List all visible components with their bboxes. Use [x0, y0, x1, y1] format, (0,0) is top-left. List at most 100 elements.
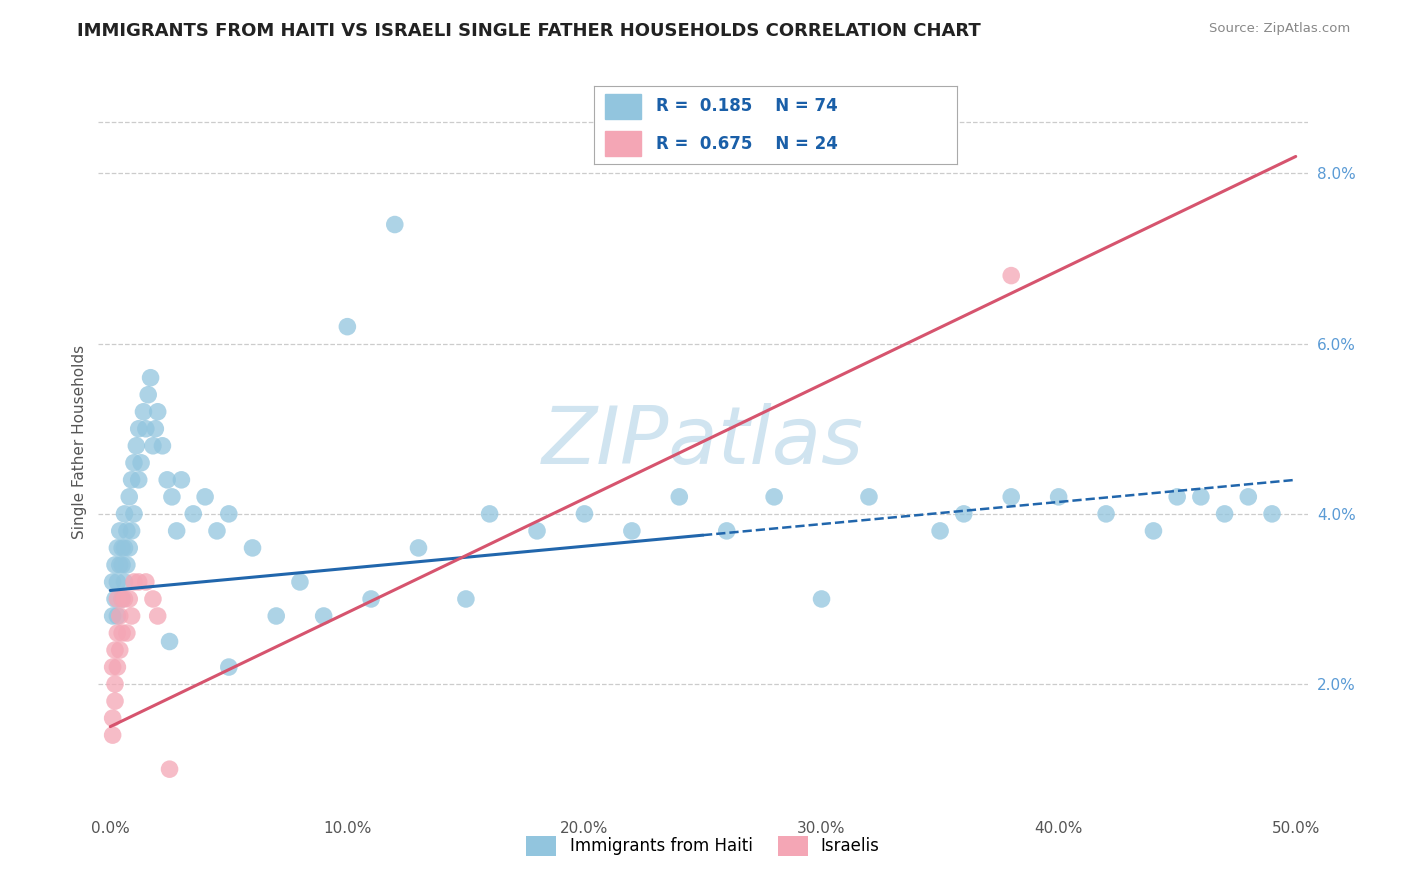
Point	[115, 524, 138, 538]
Point	[142, 439, 165, 453]
Point	[1189, 490, 1212, 504]
Point	[118, 541, 141, 555]
Point	[668, 490, 690, 504]
Point	[105, 626, 128, 640]
Point	[104, 643, 127, 657]
Point	[858, 490, 880, 504]
Point	[111, 626, 134, 640]
Point	[121, 609, 143, 624]
Point	[132, 405, 155, 419]
Point	[111, 591, 134, 606]
Point	[1213, 507, 1236, 521]
Point	[929, 524, 952, 538]
Point	[104, 591, 127, 606]
Point	[478, 507, 501, 521]
Point	[152, 439, 174, 453]
Point	[143, 422, 166, 436]
Point	[105, 541, 128, 555]
Text: Source: ZipAtlas.com: Source: ZipAtlas.com	[1209, 22, 1350, 36]
Point	[146, 609, 169, 624]
Point	[218, 507, 240, 521]
Point	[1047, 490, 1070, 504]
Point	[360, 591, 382, 606]
Point	[159, 634, 181, 648]
Point	[574, 507, 596, 521]
Text: ZIPatlas: ZIPatlas	[541, 402, 865, 481]
Point	[122, 507, 145, 521]
Point	[114, 507, 136, 521]
Point	[139, 370, 162, 384]
Point	[108, 609, 131, 624]
Y-axis label: Single Father Households: Single Father Households	[72, 344, 87, 539]
Point	[952, 507, 974, 521]
Point	[205, 524, 228, 538]
Point	[526, 524, 548, 538]
Point	[156, 473, 179, 487]
Point	[159, 762, 181, 776]
Point	[454, 591, 477, 606]
Point	[166, 524, 188, 538]
Point	[810, 591, 832, 606]
Point	[104, 694, 127, 708]
Text: IMMIGRANTS FROM HAITI VS ISRAELI SINGLE FATHER HOUSEHOLDS CORRELATION CHART: IMMIGRANTS FROM HAITI VS ISRAELI SINGLE …	[77, 22, 981, 40]
Point	[114, 591, 136, 606]
Point	[105, 574, 128, 589]
Point	[384, 218, 406, 232]
Point	[128, 574, 150, 589]
Point	[1237, 490, 1260, 504]
Point	[264, 609, 287, 624]
Point	[121, 524, 143, 538]
Point	[111, 558, 134, 572]
Point	[620, 524, 643, 538]
Point	[115, 626, 138, 640]
Point	[111, 541, 134, 555]
Point	[105, 660, 128, 674]
Point	[194, 490, 217, 504]
Point	[115, 558, 138, 572]
Point	[1166, 490, 1188, 504]
Point	[104, 558, 127, 572]
Point	[101, 660, 124, 674]
Point	[129, 456, 152, 470]
Point	[114, 541, 136, 555]
Point	[108, 524, 131, 538]
Point	[128, 473, 150, 487]
Point	[105, 591, 128, 606]
Point	[312, 609, 335, 624]
Point	[128, 422, 150, 436]
Point	[108, 643, 131, 657]
Point	[142, 591, 165, 606]
Point	[170, 473, 193, 487]
Point	[121, 473, 143, 487]
Point	[1142, 524, 1164, 538]
Point	[408, 541, 430, 555]
Point	[118, 591, 141, 606]
Point	[146, 405, 169, 419]
Point	[181, 507, 204, 521]
Point	[108, 558, 131, 572]
Point	[288, 574, 311, 589]
Point	[135, 422, 157, 436]
Point	[218, 660, 240, 674]
Point	[114, 574, 136, 589]
Point	[160, 490, 183, 504]
Point	[1095, 507, 1118, 521]
Point	[105, 609, 128, 624]
Point	[101, 609, 124, 624]
Point	[716, 524, 738, 538]
Point	[1000, 490, 1022, 504]
Point	[1261, 507, 1284, 521]
Point	[101, 711, 124, 725]
Point	[242, 541, 264, 555]
Legend: Immigrants from Haiti, Israelis: Immigrants from Haiti, Israelis	[520, 829, 886, 863]
Point	[136, 388, 159, 402]
Point	[101, 574, 124, 589]
Point	[1000, 268, 1022, 283]
Point	[763, 490, 786, 504]
Point	[101, 728, 124, 742]
Point	[111, 591, 134, 606]
Point	[122, 574, 145, 589]
Point	[104, 677, 127, 691]
Point	[336, 319, 359, 334]
Point	[125, 439, 148, 453]
